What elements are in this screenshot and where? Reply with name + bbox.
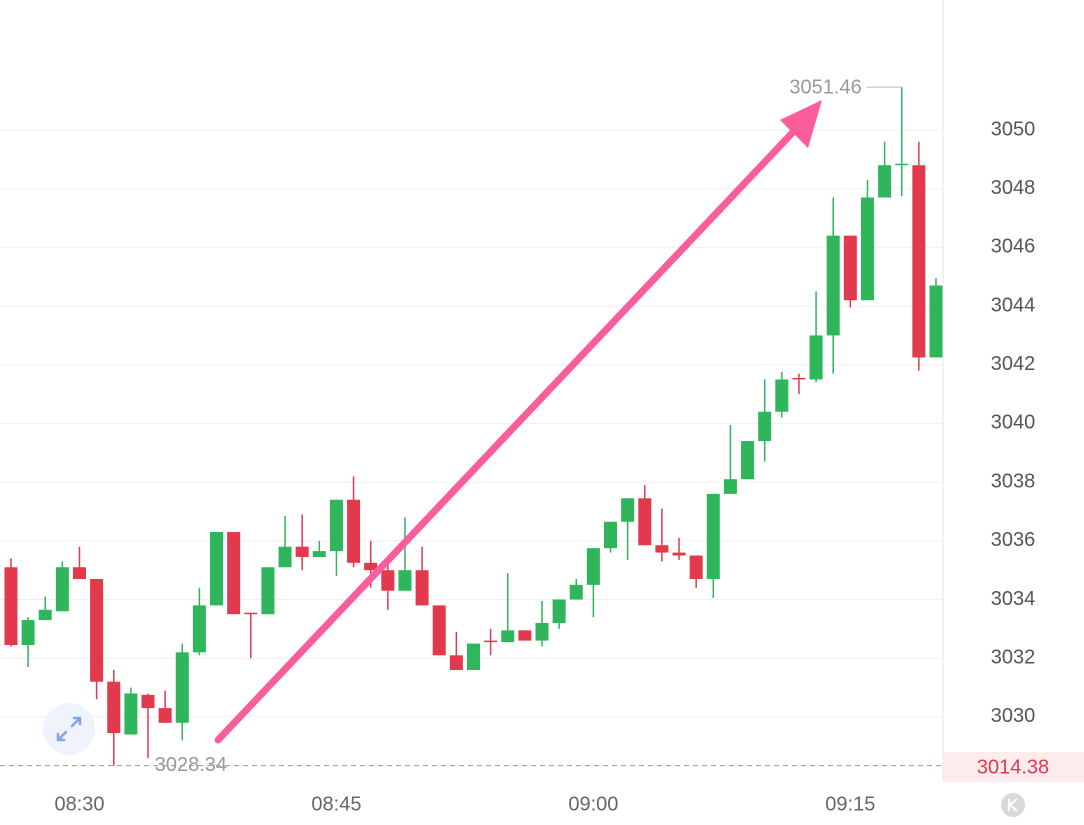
candle-body	[672, 552, 686, 556]
candle-body	[4, 567, 18, 646]
expand-button[interactable]	[43, 703, 95, 755]
candle-body	[501, 630, 515, 643]
candle-body	[210, 532, 224, 606]
candle-body	[141, 694, 155, 709]
candle-body	[38, 609, 52, 621]
x-tick-label: 09:15	[825, 793, 875, 815]
y-tick-label: 3046	[991, 236, 1036, 258]
candle-body	[415, 570, 429, 606]
candle-body	[329, 499, 343, 552]
candle-body	[381, 570, 395, 591]
candle-body	[72, 567, 86, 579]
candle-body	[758, 411, 772, 442]
high-label: 3051.46	[789, 76, 861, 98]
candle-body	[912, 165, 926, 358]
price-tag: 3014.38	[977, 756, 1049, 778]
candle-body	[432, 605, 446, 656]
candle-body	[895, 163, 909, 166]
candle-body	[535, 623, 549, 641]
candle-body	[706, 493, 720, 579]
y-tick-label: 3040	[991, 412, 1036, 434]
candle-body	[552, 599, 566, 624]
candle-body	[244, 612, 258, 615]
candle-body	[518, 630, 532, 641]
candle-body	[826, 235, 840, 336]
candle-body	[775, 379, 789, 412]
x-tick-label: 09:00	[568, 793, 618, 815]
y-tick-label: 3050	[991, 118, 1036, 140]
grid	[0, 129, 943, 718]
candle-body	[723, 479, 737, 494]
candle-body	[586, 548, 600, 585]
arrow-head	[780, 100, 822, 148]
candle-body	[689, 555, 703, 579]
candle-body	[261, 567, 275, 615]
y-tick-label: 3030	[991, 705, 1036, 727]
k-button[interactable]	[1001, 793, 1025, 817]
k-icon	[1008, 798, 1018, 812]
candle-body	[621, 498, 635, 522]
candle-body	[655, 545, 669, 553]
x-tick-label: 08:45	[311, 793, 361, 815]
candle-body	[604, 521, 618, 549]
y-tick-label: 3038	[991, 470, 1036, 492]
candle-body	[278, 546, 292, 568]
candle-body	[484, 640, 498, 643]
candle-body	[107, 681, 121, 734]
candle-body	[124, 693, 138, 735]
candle-body	[741, 441, 755, 480]
candle-body	[878, 165, 892, 198]
candle-body	[192, 605, 206, 653]
candle-body	[638, 498, 652, 546]
candle-body	[227, 532, 241, 615]
candle-body	[312, 551, 326, 557]
low-label: 3028.34	[155, 754, 227, 776]
y-tick-label: 3036	[991, 529, 1036, 551]
price-tag-bg	[943, 752, 1084, 782]
y-tick-label: 3034	[991, 588, 1036, 610]
candle-body	[21, 620, 35, 646]
y-tick-label: 3044	[991, 294, 1036, 316]
y-tick-label: 3032	[991, 646, 1036, 668]
candle-body	[55, 567, 69, 612]
candle-body	[90, 578, 104, 682]
candle-body	[158, 708, 172, 723]
expand-icon	[56, 716, 82, 742]
candle-body	[792, 377, 806, 380]
candle-body	[843, 235, 857, 301]
candle-body	[809, 335, 823, 380]
candle-body	[175, 652, 189, 723]
y-tick-label: 3042	[991, 353, 1036, 375]
candle-body	[860, 197, 874, 301]
x-tick-label: 08:30	[54, 793, 104, 815]
candle-body	[295, 546, 309, 557]
candle-body	[569, 584, 583, 600]
candle-body	[466, 643, 480, 670]
candle-body	[929, 285, 943, 358]
candles	[4, 87, 943, 766]
candle-body	[398, 570, 412, 591]
trend-arrow	[214, 126, 799, 744]
candle-body	[449, 655, 463, 670]
y-tick-label: 3048	[991, 177, 1036, 199]
candle-body	[347, 499, 361, 563]
candle-body	[364, 562, 378, 571]
